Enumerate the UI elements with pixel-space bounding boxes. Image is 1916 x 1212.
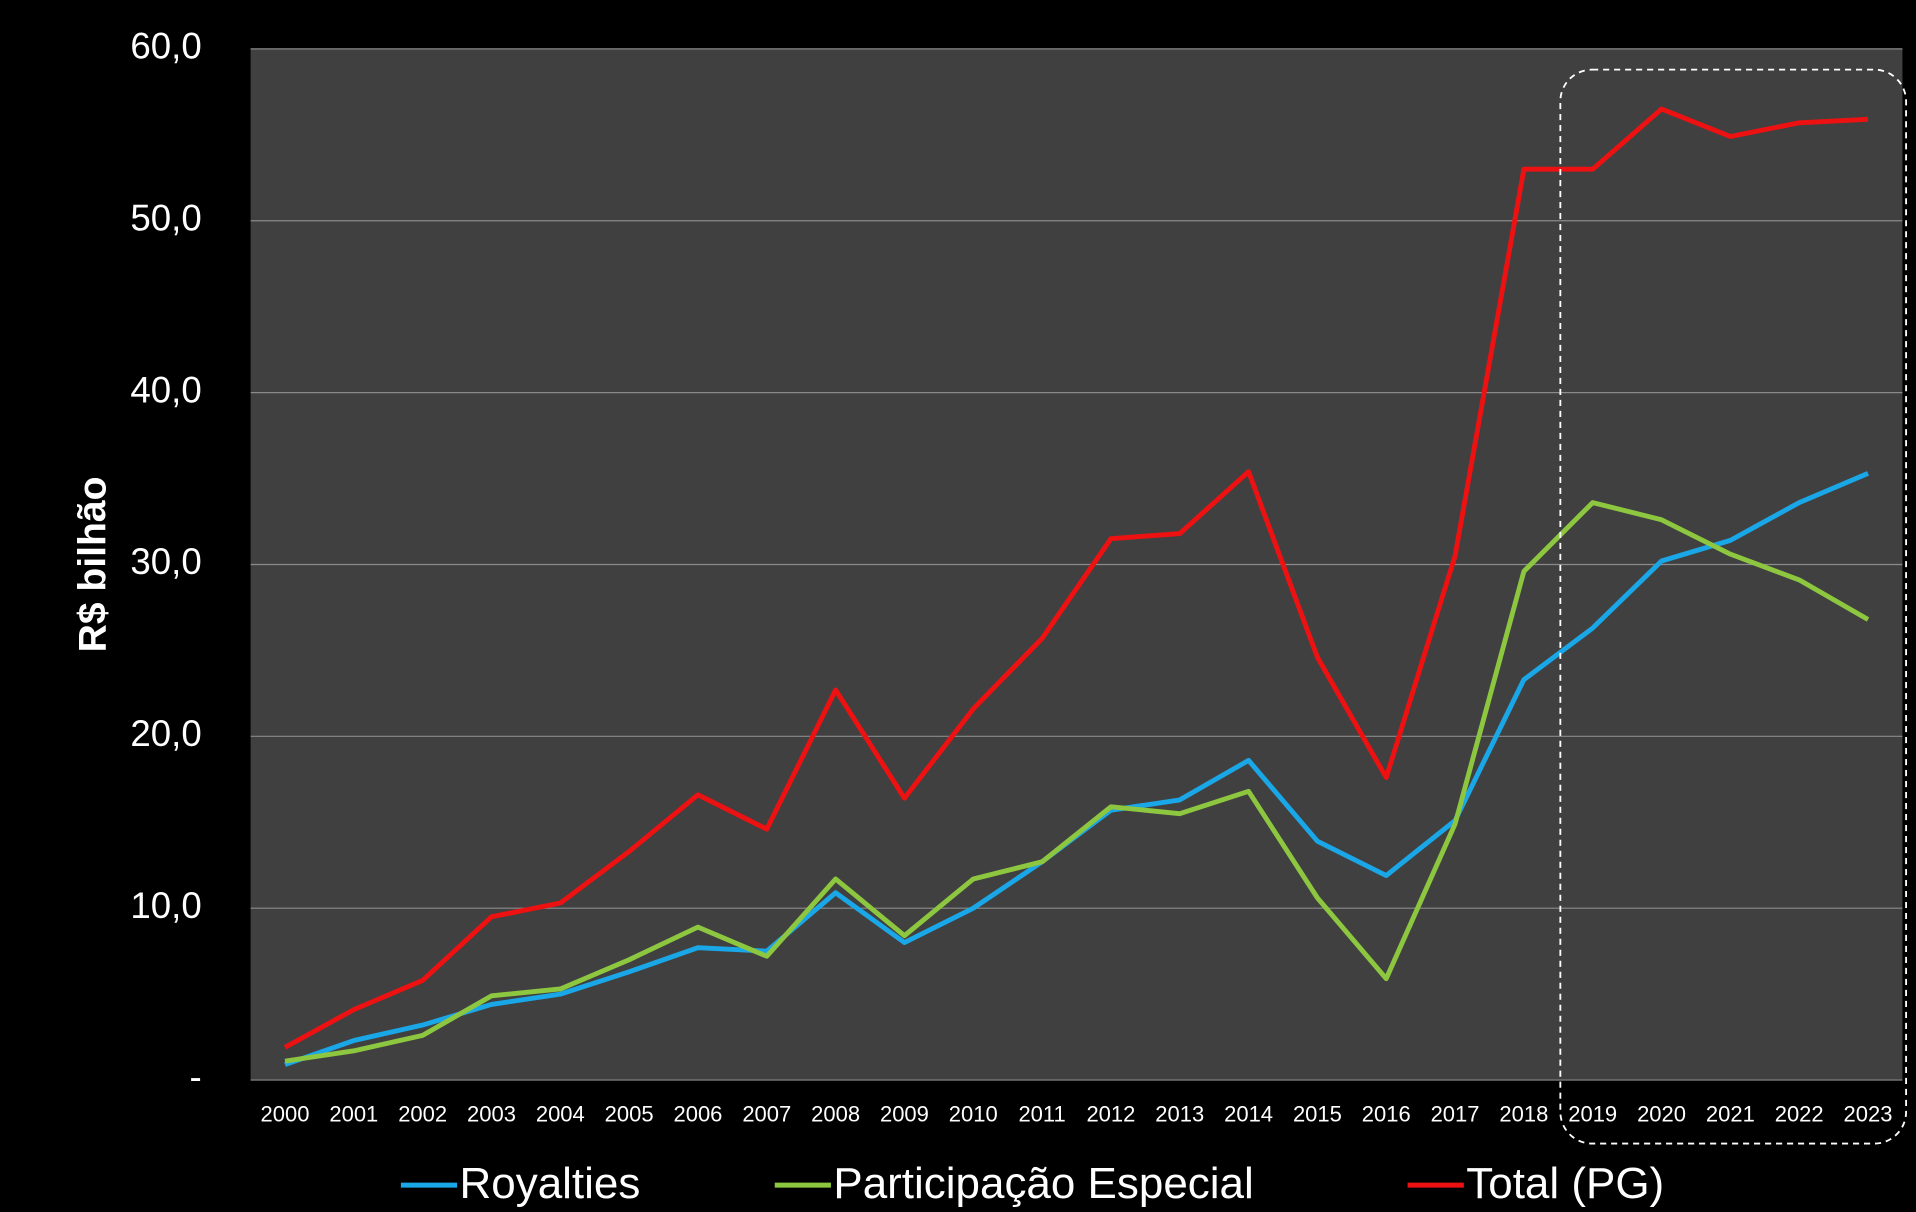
y-axis-label: R$ bilhão (72, 477, 115, 653)
x-tick-label: 2000 (261, 1101, 310, 1126)
x-tick-label: 2014 (1224, 1101, 1273, 1126)
y-tick-label: - (190, 1057, 202, 1098)
legend-label: Participação Especial (833, 1159, 1253, 1208)
x-tick-label: 2019 (1568, 1101, 1617, 1126)
x-tick-label: 2012 (1086, 1101, 1135, 1126)
x-tick-label: 2016 (1362, 1101, 1411, 1126)
x-tick-label: 2009 (880, 1101, 929, 1126)
x-tick-label: 2011 (1018, 1101, 1065, 1126)
legend-label: Total (PG) (1466, 1159, 1664, 1208)
x-tick-label: 2008 (811, 1101, 860, 1126)
x-tick-label: 2021 (1706, 1101, 1755, 1126)
x-tick-label: 2002 (398, 1101, 447, 1126)
series-line (283, 106, 1869, 1050)
y-tick-label: 40,0 (130, 369, 201, 410)
x-tick-label: 2022 (1775, 1101, 1824, 1126)
x-tick-label: 2007 (742, 1101, 791, 1126)
x-tick-label: 2004 (536, 1101, 585, 1126)
y-tick-label: 50,0 (130, 197, 201, 238)
x-tick-label: 2006 (674, 1101, 723, 1126)
x-tick-label: 2001 (329, 1101, 378, 1126)
y-tick-label: 60,0 (130, 26, 201, 67)
x-tick-label: 2010 (949, 1101, 998, 1126)
highlight-box (1559, 68, 1908, 1145)
x-tick-label: 2017 (1431, 1101, 1480, 1126)
y-tick-label: 20,0 (130, 713, 201, 754)
lines (283, 106, 1870, 1067)
x-tick-label: 2003 (467, 1101, 516, 1126)
y-tick-label: 10,0 (130, 885, 201, 926)
x-tick-label: 2018 (1499, 1101, 1548, 1126)
y-tick-label: 30,0 (130, 541, 201, 582)
labels: - 10,0 20,0 30,0 40,0 50,0 60,0 2000 2001 2002 200… (130, 26, 1892, 1208)
grid (250, 48, 1903, 1081)
x-tick-label: 2023 (1844, 1101, 1893, 1126)
x-tick-label: 2020 (1637, 1101, 1686, 1126)
x-tick-label: 2013 (1155, 1101, 1204, 1126)
legend-label: Royalties (460, 1159, 641, 1208)
x-tick-label: 2015 (1293, 1101, 1342, 1126)
x-tick-label: 2005 (605, 1101, 654, 1126)
series-line (284, 500, 1870, 1064)
